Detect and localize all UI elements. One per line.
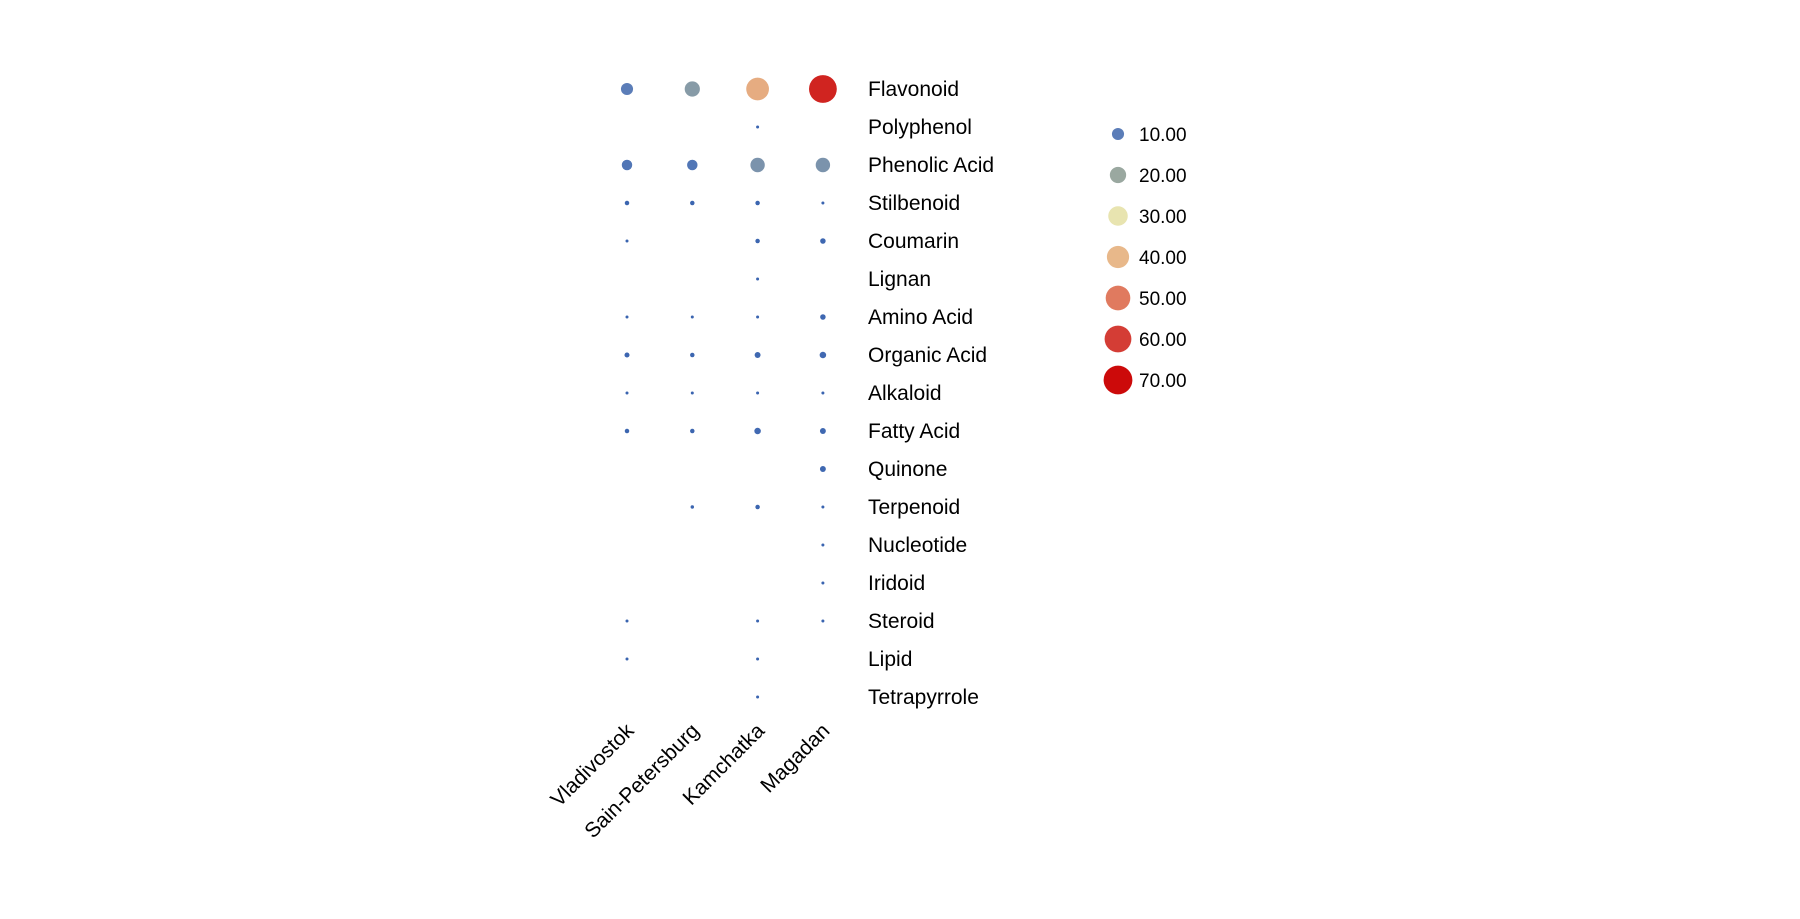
row-label: Steroid <box>868 610 935 633</box>
bubble <box>821 543 825 547</box>
bubble <box>624 200 630 206</box>
bubble <box>755 504 760 510</box>
row-label: Iridoid <box>868 572 925 595</box>
bubble <box>756 619 760 623</box>
legend-bubble <box>1109 166 1127 184</box>
bubble <box>625 619 629 623</box>
column-label: Magadan <box>756 719 834 797</box>
bubble <box>819 351 827 359</box>
legend-bubble <box>1108 206 1128 226</box>
legend-label: 40.00 <box>1139 248 1187 269</box>
row-label: Phenolic Acid <box>868 154 994 177</box>
bubble <box>821 505 825 509</box>
bubble <box>755 200 760 206</box>
bubble <box>625 239 629 243</box>
row-label: Lipid <box>868 648 912 671</box>
legend-bubble <box>1111 127 1125 141</box>
bubble <box>621 159 633 171</box>
bubble <box>821 201 825 205</box>
bubble <box>625 391 629 395</box>
bubble <box>756 391 760 395</box>
row-label: Tetrapyrrole <box>868 686 979 709</box>
bubble <box>625 315 629 319</box>
bubble <box>809 75 837 103</box>
row-label: Amino Acid <box>868 306 973 329</box>
bubble <box>690 352 695 358</box>
bubble <box>690 505 695 509</box>
bubble <box>746 77 769 101</box>
row-label: Coumarin <box>868 230 959 253</box>
bubble <box>756 277 760 281</box>
bubble <box>625 657 629 661</box>
bubble <box>756 657 760 661</box>
bubble <box>690 428 695 434</box>
bubble <box>620 82 634 96</box>
row-label: Alkaloid <box>868 382 942 405</box>
bubble <box>684 81 700 97</box>
row-label: Organic Acid <box>868 344 987 367</box>
legend-label: 50.00 <box>1139 289 1187 310</box>
bubble <box>690 315 694 319</box>
bubble <box>819 466 826 472</box>
row-label: Nucleotide <box>868 534 967 557</box>
legend-bubble <box>1104 325 1132 353</box>
bubble <box>690 200 695 206</box>
bubble <box>750 157 765 173</box>
column-label: Sain-Petersburg <box>580 719 704 843</box>
row-label: Lignan <box>868 268 931 291</box>
legend-label: 10.00 <box>1139 125 1187 146</box>
bubble <box>820 314 826 320</box>
row-label: Flavonoid <box>868 78 959 101</box>
bubble <box>690 391 694 395</box>
bubble <box>756 125 760 129</box>
legend-label: 30.00 <box>1139 207 1187 228</box>
row-label: Stilbenoid <box>868 192 960 215</box>
bubble <box>756 695 760 699</box>
bubble <box>821 619 825 623</box>
row-label: Terpenoid <box>868 496 960 519</box>
bubble <box>815 157 831 173</box>
legend-bubble <box>1103 365 1133 395</box>
row-label: Polyphenol <box>868 116 972 139</box>
legend-bubble <box>1106 245 1130 269</box>
legend-label: 70.00 <box>1139 371 1187 392</box>
bubble <box>821 391 825 395</box>
bubble <box>624 428 630 434</box>
bubble <box>819 428 826 434</box>
legend-label: 60.00 <box>1139 330 1187 351</box>
bubble <box>820 238 826 244</box>
bubble <box>756 315 760 319</box>
bubble <box>821 581 825 585</box>
legend-bubble <box>1105 285 1131 311</box>
bubble <box>687 159 698 171</box>
bubble <box>624 352 630 358</box>
row-label: Quinone <box>868 458 947 481</box>
bubble <box>754 427 761 435</box>
bubble <box>755 238 760 244</box>
bubble <box>754 352 761 358</box>
legend-label: 20.00 <box>1139 166 1187 187</box>
row-label: Fatty Acid <box>868 420 960 443</box>
